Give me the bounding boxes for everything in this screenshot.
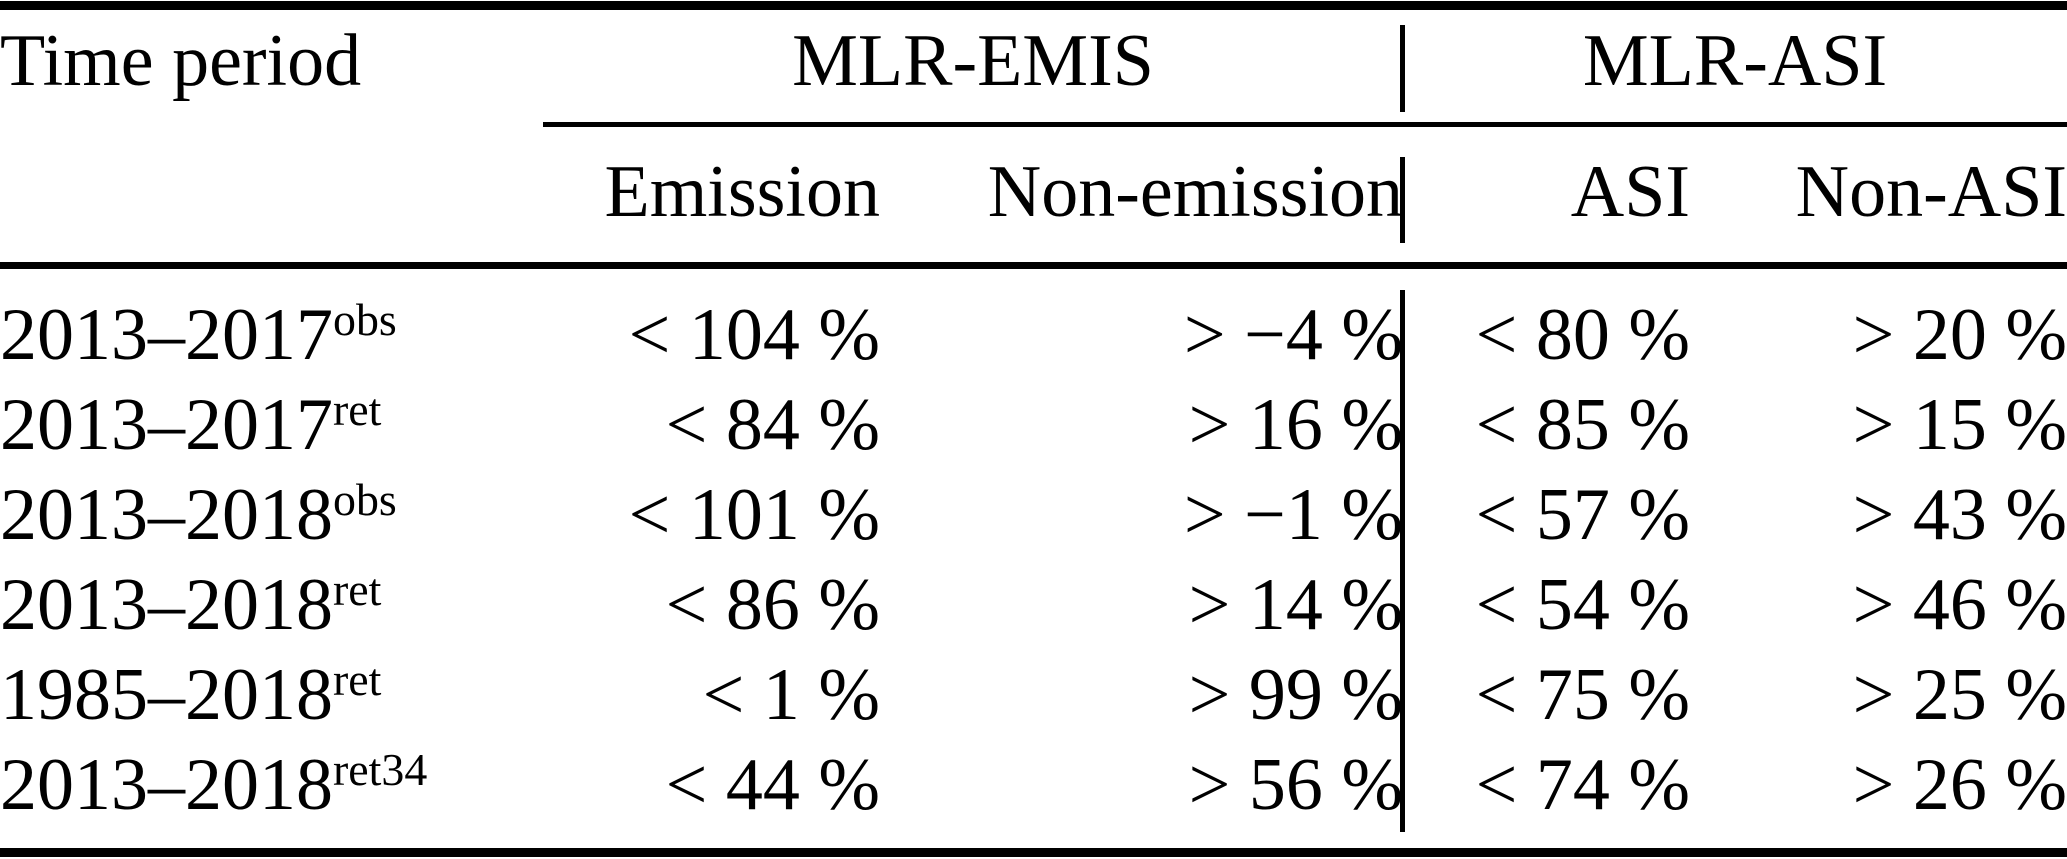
group-header-mlr-asi: MLR-ASI — [1582, 20, 1888, 102]
cell-emission: < 104 % — [628, 294, 880, 376]
group-header-row: Time period MLR-EMIS MLR-ASI — [0, 0, 2067, 122]
filler-row — [0, 830, 2067, 848]
subheader-emission: Emission — [604, 151, 880, 233]
cell-emission: < 84 % — [665, 384, 880, 466]
cell-asi: < 75 % — [1475, 654, 1690, 736]
row-label: 2013–2017ret — [0, 380, 543, 470]
top-rule — [0, 1, 2067, 10]
subheader-row: Emission Non-emission ASI Non-ASI — [0, 122, 2067, 262]
group-divider-line-middle — [1400, 157, 1405, 243]
row-label: 2013–2018obs — [0, 470, 543, 560]
header-bottom-rule — [0, 262, 2067, 269]
subheader-non-emission: Non-emission — [987, 151, 1403, 233]
corner-header: Time period — [0, 20, 362, 102]
cell-asi: < 54 % — [1475, 564, 1690, 646]
table-row: 2013–2018ret34 < 44 % > 56 % < 74 % > 26… — [0, 740, 2067, 830]
cell-asi: < 57 % — [1475, 474, 1690, 556]
cell-emission: < 1 % — [702, 654, 880, 736]
table-row: 2013–2017obs < 104 % > −4 % < 80 % > 20 … — [0, 290, 2067, 380]
period-superscript: obs — [333, 474, 397, 526]
cell-emission: < 101 % — [628, 474, 880, 556]
cell-asi: < 85 % — [1475, 384, 1690, 466]
period-superscript: obs — [333, 294, 397, 346]
subheader-asi: ASI — [1570, 151, 1690, 233]
cell-non-emission: > 14 % — [1188, 564, 1403, 646]
cell-non-asi: > 46 % — [1852, 564, 2067, 646]
period-superscript: ret — [333, 384, 382, 436]
row-label: 1985–2018ret — [0, 650, 543, 740]
period-superscript: ret34 — [333, 744, 428, 796]
row-label: 2013–2018ret — [0, 560, 543, 650]
cell-asi: < 74 % — [1475, 744, 1690, 826]
row-label: 2013–2018ret34 — [0, 740, 543, 830]
empty-corner-cell — [0, 122, 543, 262]
group-divider-line-top — [1400, 25, 1405, 112]
table-row: 2013–2018ret < 86 % > 14 % < 54 % > 46 % — [0, 560, 2067, 650]
cell-non-emission: > 56 % — [1188, 744, 1403, 826]
cell-non-asi: > 15 % — [1852, 384, 2067, 466]
row-label: 2013–2017obs — [0, 290, 543, 380]
time-period: 2013–2017 — [0, 384, 333, 466]
cell-non-asi: > 43 % — [1852, 474, 2067, 556]
group-divider-line-body — [1400, 290, 1405, 832]
time-period: 2013–2017 — [0, 294, 333, 376]
cell-emission: < 86 % — [665, 564, 880, 646]
time-period: 2013–2018 — [0, 474, 333, 556]
cell-non-emission: > 99 % — [1188, 654, 1403, 736]
table-row: 1985–2018ret < 1 % > 99 % < 75 % > 25 % — [0, 650, 2067, 740]
cell-non-emission: > −1 % — [1183, 474, 1403, 556]
cell-non-emission: > −4 % — [1183, 294, 1403, 376]
cell-asi: < 80 % — [1475, 294, 1690, 376]
time-period: 1985–2018 — [0, 654, 333, 736]
cell-non-emission: > 16 % — [1188, 384, 1403, 466]
table-row: 2013–2018obs < 101 % > −1 % < 57 % > 43 … — [0, 470, 2067, 560]
cell-non-asi: > 25 % — [1852, 654, 2067, 736]
subheader-non-asi: Non-ASI — [1795, 151, 2067, 233]
header-partial-rule — [543, 122, 2067, 127]
cell-non-asi: > 26 % — [1852, 744, 2067, 826]
table-row: 2013–2017ret < 84 % > 16 % < 85 % > 15 % — [0, 380, 2067, 470]
period-superscript: ret — [333, 654, 382, 706]
time-period: 2013–2018 — [0, 564, 333, 646]
group-header-mlr-emis: MLR-EMIS — [792, 20, 1154, 102]
cell-emission: < 44 % — [665, 744, 880, 826]
cell-non-asi: > 20 % — [1852, 294, 2067, 376]
bottom-rule — [0, 848, 2067, 857]
period-superscript: ret — [333, 564, 382, 616]
time-period: 2013–2018 — [0, 744, 333, 826]
